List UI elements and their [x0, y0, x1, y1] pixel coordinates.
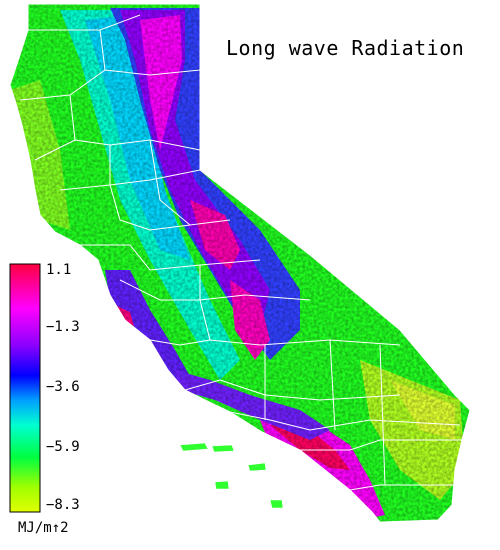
county-line — [80, 244, 261, 271]
legend-color-bar — [9, 263, 41, 513]
legend-unit-label: MJ/m↑2 — [18, 520, 69, 536]
island — [247, 462, 267, 472]
county-line — [34, 139, 76, 161]
county-line — [149, 139, 231, 226]
county-line — [349, 484, 455, 491]
county-line — [109, 145, 191, 231]
island — [214, 480, 230, 490]
county-line — [229, 411, 461, 431]
island — [179, 442, 209, 452]
legend-tick-label: −8.3 — [46, 497, 80, 513]
legend-tick-label: −1.3 — [46, 319, 80, 335]
channel-islands — [179, 442, 284, 509]
county-line — [59, 169, 201, 191]
island — [269, 499, 284, 509]
island — [211, 444, 235, 453]
county-line — [199, 265, 401, 346]
county-line — [379, 344, 386, 486]
map-title: Long wave Radiation — [226, 36, 465, 60]
county-line — [329, 339, 336, 431]
county-line — [149, 339, 211, 346]
county-line — [300, 439, 462, 451]
legend-tick-label: −5.9 — [46, 439, 80, 455]
legend-tick-label: 1.1 — [46, 262, 72, 278]
county-boundaries — [19, 14, 462, 491]
county-line — [99, 29, 201, 76]
legend-tick-label: −3.6 — [46, 379, 80, 395]
state-outline — [9, 3, 471, 523]
